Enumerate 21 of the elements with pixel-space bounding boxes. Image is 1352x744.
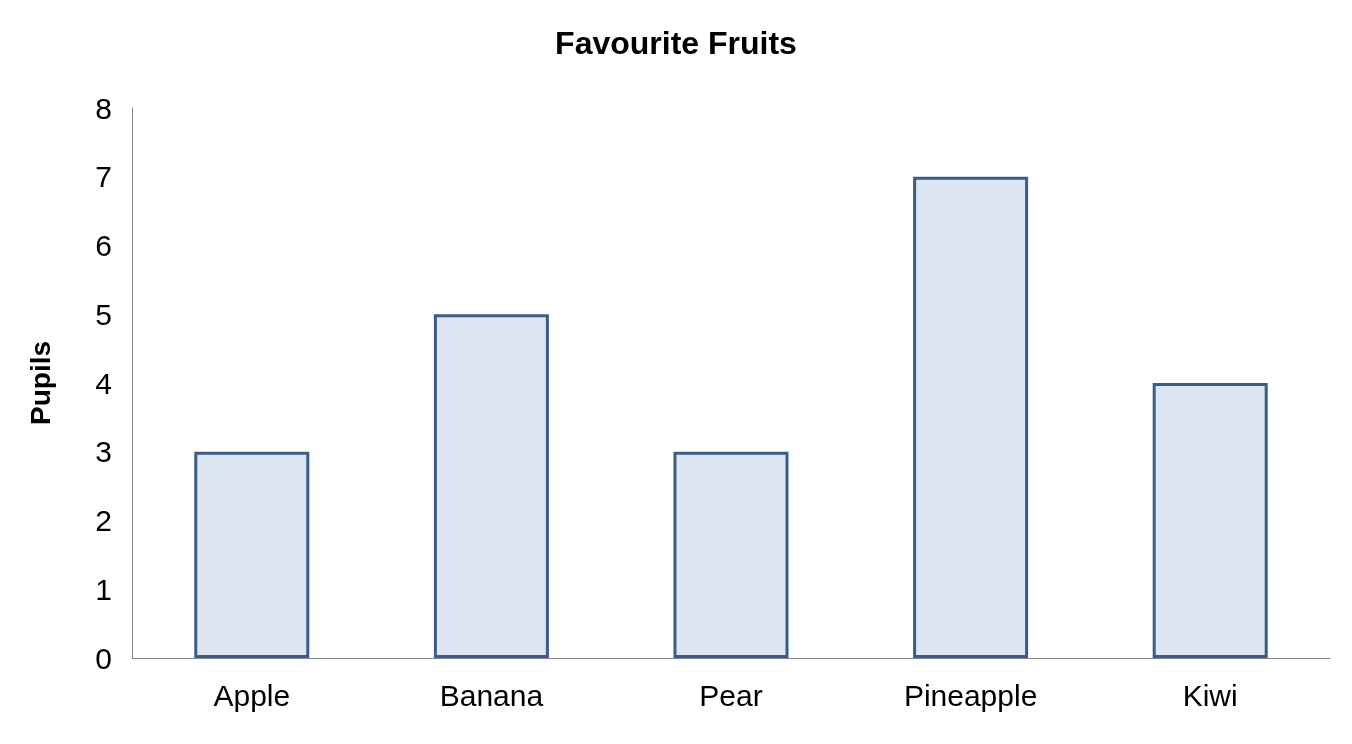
bar [673,451,789,658]
y-tick-label: 1 [95,572,112,606]
y-tick-label: 2 [95,504,112,537]
y-tick-label: 6 [95,229,112,262]
y-tick-label: 7 [95,160,112,194]
x-tick-label: Apple [213,678,291,712]
bar [1152,383,1268,658]
y-tick-label: 0 [95,641,112,675]
y-tick-label: 8 [95,91,112,125]
bar [433,314,549,658]
x-tick-label: Banana [439,678,544,712]
y-tick-label: 3 [95,435,112,469]
y-tick-label: 5 [95,297,112,331]
y-tick-label: 4 [95,366,112,400]
bar [194,451,310,658]
x-tick-label: Pineapple [903,678,1038,712]
x-tick-label: Pear [699,678,763,712]
bar [913,176,1029,658]
chart-title: Favourite Fruits [555,25,797,61]
y-axis-title: Pupils [24,340,56,426]
x-tick-label: Kiwi [1182,678,1238,712]
